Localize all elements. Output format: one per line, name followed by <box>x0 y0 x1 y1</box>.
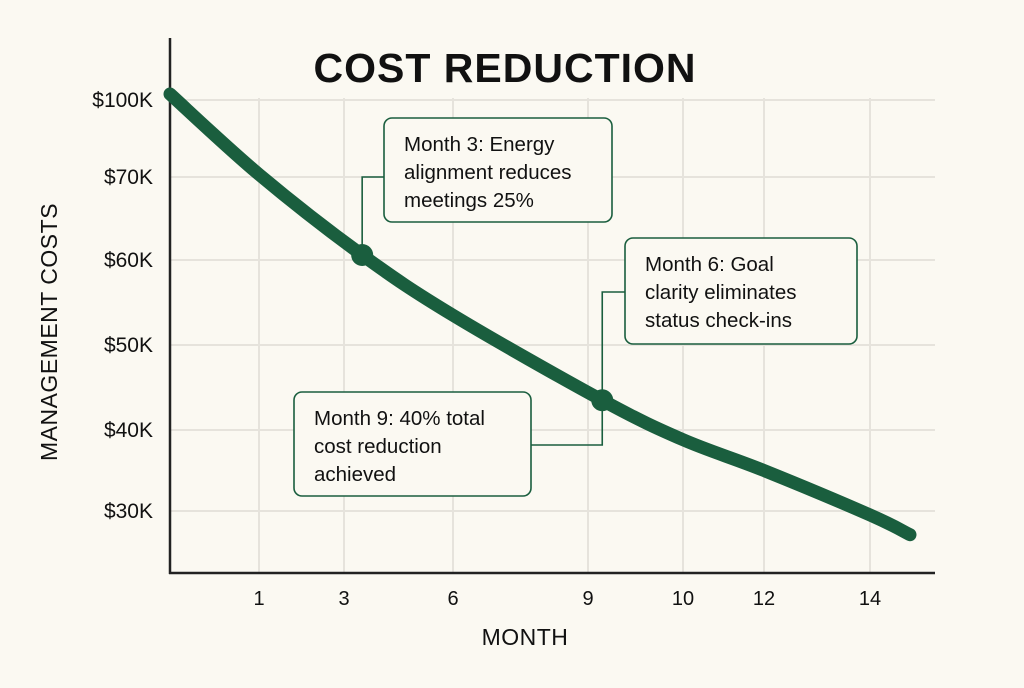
annotation-text: Month 9: 40% total <box>314 407 485 430</box>
annotation-text: clarity eliminates <box>645 281 797 304</box>
annotation-text: Month 3: Energy <box>404 133 555 156</box>
x-tick-label: 10 <box>672 588 694 610</box>
annotation-text: achieved <box>314 463 396 486</box>
annotation-box: Month 3: Energy alignment reduces meetings… <box>383 117 613 223</box>
annotation-box: Month 6: Goal clarity eliminates status ch… <box>624 237 858 345</box>
x-tick-label: 6 <box>447 588 458 610</box>
annotation-connector <box>601 291 625 401</box>
data-point-marker <box>591 389 614 412</box>
y-tick-label: $60K <box>104 249 153 272</box>
y-tick-label: $50K <box>104 334 153 357</box>
annotation-frame <box>624 237 858 345</box>
y-tick-label: $30K <box>104 500 153 523</box>
x-tick-label: 14 <box>859 588 881 610</box>
y-axis-label: MANAGEMENT COSTS <box>36 203 62 461</box>
x-tick-label: 3 <box>338 588 349 610</box>
series-line <box>163 87 917 542</box>
annotation-box: Month 9: 40% total cost reduction achieved <box>293 391 532 497</box>
axes <box>168 38 935 575</box>
x-tick-label: 12 <box>753 588 775 610</box>
annotation-text: meetings 25% <box>404 189 534 212</box>
data-point-marker <box>351 244 374 267</box>
y-tick-label: $100K <box>92 89 153 112</box>
x-tick-label: 9 <box>582 588 593 610</box>
annotation-connector <box>361 176 384 256</box>
annotation-text: cost reduction <box>314 435 442 458</box>
x-axis-label: MONTH <box>482 624 569 650</box>
y-tick-label: $70K <box>104 166 153 189</box>
annotation-frame <box>383 117 613 223</box>
chart-title: COST REDUCTION <box>314 45 697 91</box>
y-tick-label: $40K <box>104 419 153 442</box>
annotation-text: Month 6: Goal <box>645 253 774 276</box>
annotation-frame <box>293 391 532 497</box>
annotation-text: status check-ins <box>645 309 792 332</box>
x-tick-label: 1 <box>253 588 264 610</box>
annotation-text: alignment reduces <box>404 161 572 184</box>
annotation-connector <box>531 400 604 446</box>
